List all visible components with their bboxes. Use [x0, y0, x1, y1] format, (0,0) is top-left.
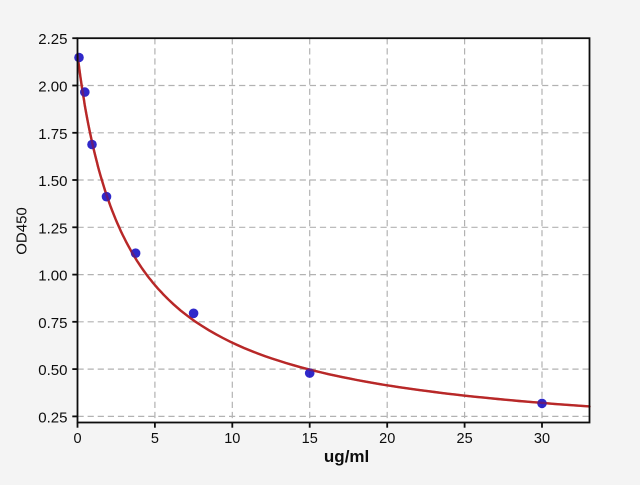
- svg-text:2.25: 2.25: [38, 31, 67, 48]
- svg-text:ug/ml: ug/ml: [324, 447, 369, 466]
- svg-text:25: 25: [457, 431, 473, 447]
- svg-text:0.50: 0.50: [38, 362, 67, 379]
- svg-text:1.25: 1.25: [38, 220, 67, 237]
- svg-text:5: 5: [151, 431, 159, 447]
- svg-text:15: 15: [302, 431, 318, 447]
- svg-text:0: 0: [73, 431, 81, 447]
- svg-text:0.75: 0.75: [38, 315, 67, 332]
- svg-text:30: 30: [534, 431, 550, 447]
- svg-text:2.00: 2.00: [38, 79, 67, 96]
- svg-text:20: 20: [379, 431, 395, 447]
- svg-text:OD450: OD450: [13, 207, 30, 255]
- svg-text:0.25: 0.25: [38, 409, 67, 426]
- svg-text:10: 10: [224, 431, 240, 447]
- svg-text:1.50: 1.50: [38, 173, 67, 190]
- svg-text:1.00: 1.00: [38, 268, 67, 285]
- svg-text:1.75: 1.75: [38, 126, 67, 143]
